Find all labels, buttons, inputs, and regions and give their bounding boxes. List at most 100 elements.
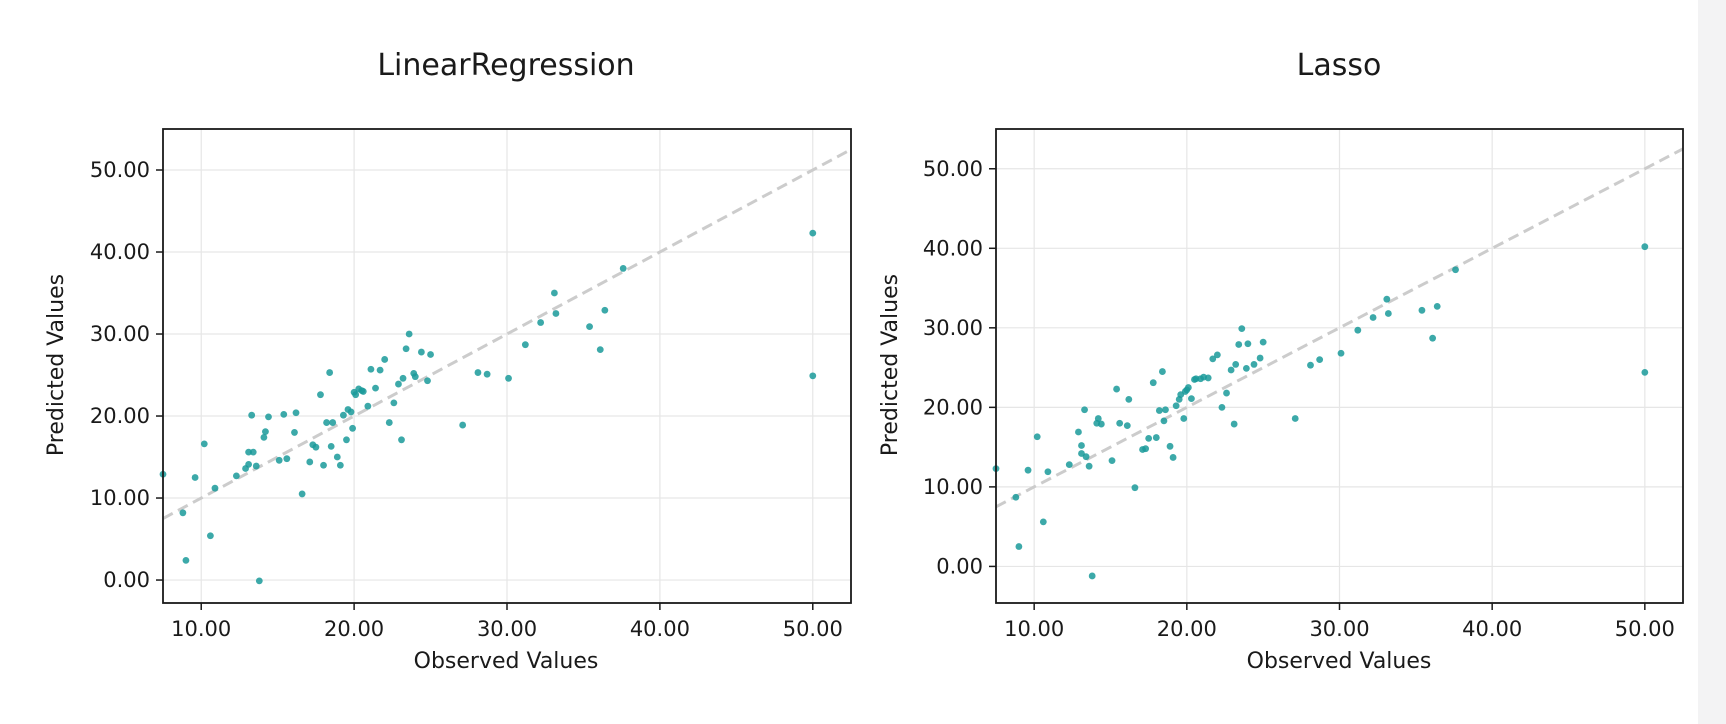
data-point (411, 373, 419, 381)
data-point (1113, 385, 1121, 393)
x-tick-label: 50.00 (1615, 617, 1675, 641)
x-axis-label: Observed Values (414, 649, 599, 674)
grid-lines (996, 129, 1683, 603)
data-point (1024, 466, 1032, 474)
data-point (1316, 356, 1324, 364)
data-point (317, 391, 324, 399)
x-tick-label: 50.00 (783, 617, 843, 641)
y-tick-label: 30.00 (923, 316, 983, 340)
data-point (1039, 518, 1047, 526)
data-point (1131, 484, 1139, 492)
data-point (376, 366, 384, 374)
y-tick-label: 50.00 (923, 157, 983, 181)
data-point (298, 490, 306, 498)
y-tick-label: 0.00 (936, 554, 983, 578)
scatter-points (159, 229, 817, 585)
data-point (1180, 415, 1188, 422)
x-tick-label: 40.00 (1462, 617, 1522, 641)
grid-lines (163, 129, 851, 603)
data-point (1075, 428, 1082, 436)
data-point (191, 474, 199, 481)
data-point (1142, 445, 1150, 453)
linear-regression-panel: LinearRegression 10.00 20.00 30.00 40.00 50.… (44, 48, 852, 674)
data-point (1065, 461, 1073, 469)
data-point (275, 456, 283, 464)
data-point (1088, 572, 1096, 580)
data-point (537, 319, 545, 326)
x-axis-ticks: 10.00 20.00 30.00 40.00 50.00 (1004, 603, 1675, 641)
data-point (1232, 361, 1240, 368)
data-point (1081, 406, 1088, 414)
data-point (1641, 368, 1649, 376)
data-point (306, 458, 314, 466)
data-point (323, 419, 330, 426)
data-point (1259, 338, 1267, 346)
data-point (398, 436, 405, 444)
data-point (385, 419, 393, 426)
data-point (367, 365, 375, 373)
y-tick-label: 20.00 (90, 404, 150, 428)
data-point (245, 461, 253, 468)
data-point (427, 351, 434, 358)
x-axis-label: Observed Values (1247, 649, 1432, 674)
data-point (1452, 266, 1459, 274)
data-point (1172, 402, 1180, 410)
data-point (1094, 415, 1102, 422)
identity-reference-line (995, 147, 1684, 509)
data-point (1169, 454, 1177, 461)
data-point (1369, 314, 1377, 321)
data-point (1145, 434, 1153, 442)
data-point (809, 372, 817, 380)
data-point (1082, 453, 1090, 461)
y-axis-ticks: 0.00 10.00 20.00 30.00 40.00 50.00 (923, 157, 996, 578)
data-point (1223, 389, 1230, 397)
data-point (1230, 420, 1238, 428)
x-tick-label: 30.00 (477, 617, 537, 641)
data-point (327, 442, 335, 450)
data-point (1078, 442, 1085, 449)
data-point (1244, 340, 1252, 348)
data-point (1125, 396, 1133, 403)
data-point (343, 436, 350, 444)
data-point (326, 369, 334, 376)
data-point (550, 289, 558, 297)
data-point (1418, 306, 1426, 314)
data-point (1116, 419, 1124, 427)
data-point (1152, 434, 1160, 441)
data-point (586, 323, 593, 331)
lasso-panel: Lasso 10.00 20.00 30.00 40.00 50.00 0.00 10.0… (878, 48, 1684, 674)
data-point (390, 399, 398, 407)
data-point (280, 410, 288, 418)
data-point (1307, 361, 1314, 369)
data-point (329, 419, 337, 426)
data-point (809, 229, 817, 237)
data-point (1108, 457, 1116, 465)
panel-title: Lasso (1297, 48, 1382, 83)
data-point (619, 265, 627, 272)
y-tick-label: 50.00 (90, 158, 150, 182)
data-point (474, 369, 482, 376)
data-point (1204, 374, 1212, 382)
x-axis-ticks: 10.00 20.00 30.00 40.00 50.00 (171, 603, 843, 641)
data-point (1044, 468, 1052, 476)
y-axis-label: Predicted Values (44, 274, 69, 456)
data-point (249, 448, 257, 456)
data-point (483, 370, 491, 378)
data-point (1085, 462, 1093, 470)
data-point (1015, 543, 1023, 550)
data-point (1291, 415, 1299, 422)
data-point (1433, 302, 1441, 310)
y-axis-ticks: 0.00 10.00 20.00 30.00 40.00 50.00 (90, 158, 163, 592)
data-point (405, 330, 413, 338)
data-point (262, 428, 269, 436)
data-point (1337, 349, 1345, 357)
data-point (1149, 379, 1157, 387)
x-tick-label: 30.00 (1309, 617, 1369, 641)
data-point (1238, 325, 1246, 333)
data-point (521, 341, 529, 349)
data-point (200, 440, 208, 448)
y-axis-label: Predicted Values (878, 274, 903, 456)
data-point (1213, 351, 1221, 359)
data-point (505, 374, 512, 382)
